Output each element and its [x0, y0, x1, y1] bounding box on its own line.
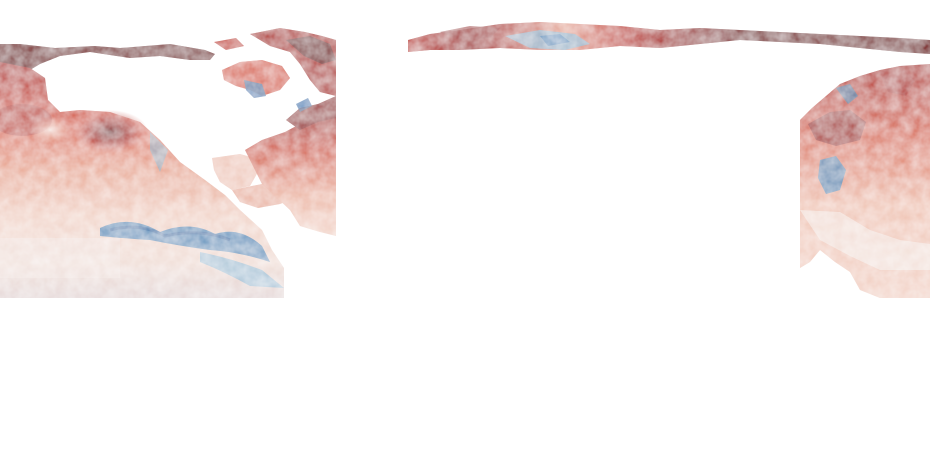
eastern-north-atlantic-region	[800, 64, 930, 298]
western-north-atlantic-region	[245, 96, 336, 236]
arctic-ocean-region	[408, 22, 930, 54]
hudson-bay-region	[214, 28, 336, 98]
